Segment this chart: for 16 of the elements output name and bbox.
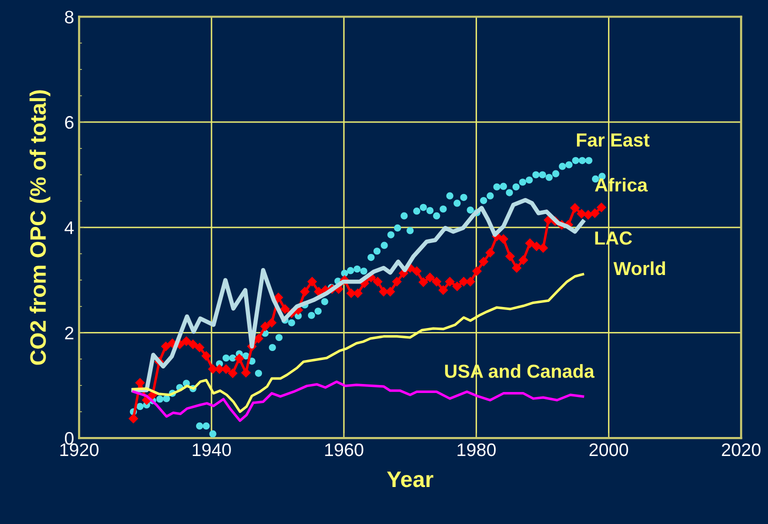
y-tick-label: 6: [65, 116, 74, 129]
y-tick-label: 8: [64, 10, 74, 24]
x-axis-title: Year: [387, 472, 434, 488]
series-label: Far East: [576, 134, 650, 147]
x-tick-label: 2000: [590, 443, 628, 456]
y-tick-label: 2: [65, 326, 74, 340]
x-tick-label: 2020: [722, 443, 760, 456]
y-tick-label: 4: [64, 222, 74, 234]
y-tick-label: 0: [64, 432, 74, 445]
x-tick-label: 1940: [192, 443, 231, 456]
x-tick-label: 1980: [458, 443, 496, 456]
line-series: [132, 380, 584, 422]
series-label: World: [613, 261, 665, 276]
x-tick-label: 1960: [325, 443, 364, 456]
y-axis-title: CO2 from OPC (% of total): [30, 90, 50, 365]
x-tick-label: 1920: [60, 443, 98, 456]
